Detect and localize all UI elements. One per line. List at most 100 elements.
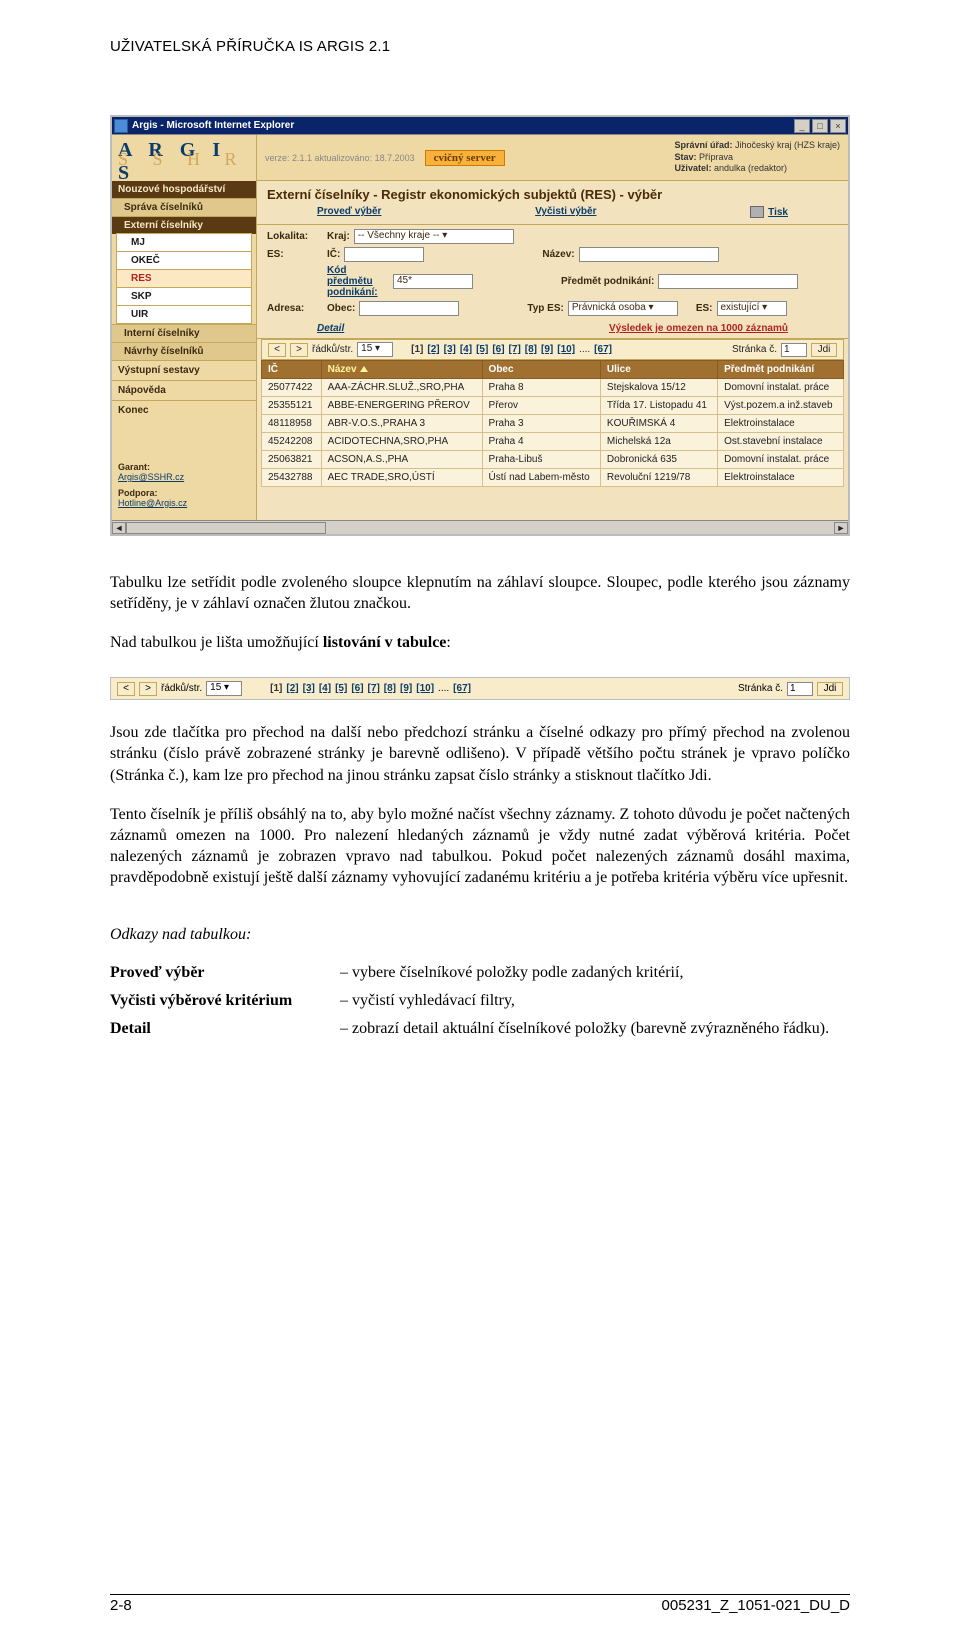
- fig-page-7[interactable]: [7]: [368, 683, 380, 694]
- pager-page-3[interactable]: [3]: [444, 344, 456, 355]
- pager-page-7[interactable]: [7]: [509, 344, 521, 355]
- browser-title: Argis - Microsoft Internet Explorer: [132, 120, 794, 131]
- sidebar-sub-externi[interactable]: Externí číselníky: [112, 216, 256, 234]
- table-cell: 48118958: [262, 415, 322, 433]
- stranka-input[interactable]: 1: [781, 343, 807, 357]
- pager-page-2[interactable]: [2]: [427, 344, 439, 355]
- col-nazev[interactable]: Název: [321, 361, 482, 379]
- sidebar-item-mj[interactable]: MJ: [116, 233, 252, 252]
- sidebar-group-nouzove[interactable]: Nouzové hospodářství: [112, 181, 256, 198]
- table-row[interactable]: 45242208ACIDOTECHNA,SRO,PHAPraha 4Michel…: [262, 433, 844, 451]
- fig-pager-prev[interactable]: <: [117, 682, 135, 696]
- fig-page-last[interactable]: [67]: [453, 683, 471, 694]
- fig-pager-next[interactable]: >: [139, 682, 157, 696]
- types-select[interactable]: Právnická osoba ▾: [568, 301, 678, 316]
- scroll-thumb[interactable]: [126, 522, 326, 534]
- ic-input[interactable]: [344, 247, 424, 262]
- nazev-input[interactable]: [579, 247, 719, 262]
- link-term-proved: Proveď výběr: [110, 964, 340, 982]
- paragraph-2: Nad tabulkou je lišta umožňující listová…: [110, 632, 850, 653]
- fig-stranka-label: Stránka č.: [738, 683, 783, 694]
- sidebar-item-okec[interactable]: OKEČ: [116, 251, 252, 270]
- podpora-link[interactable]: Hotline@Argis.cz: [118, 498, 187, 508]
- pager-next[interactable]: >: [290, 343, 308, 357]
- table-row[interactable]: 25077422AAA-ZÁCHR.SLUŽ.,SRO,PHAPraha 8St…: [262, 379, 844, 397]
- sidebar-sub-navrhy[interactable]: Návrhy číselníků: [112, 342, 256, 360]
- col-obec[interactable]: Obec: [482, 361, 600, 379]
- vycisti-vyber-link[interactable]: Vyčisti výběr: [535, 206, 596, 217]
- sidebar-vystupni[interactable]: Výstupní sestavy: [112, 360, 256, 380]
- pager-page-4[interactable]: [4]: [460, 344, 472, 355]
- pager-page-5[interactable]: [5]: [476, 344, 488, 355]
- link-def-detail: – zobrazí detail aktuální číselníkové po…: [340, 1020, 850, 1038]
- kod-label-link[interactable]: Kód předmětu podnikání:: [327, 265, 389, 298]
- sidebar-item-res[interactable]: RES: [116, 269, 252, 288]
- minimize-button[interactable]: _: [794, 119, 810, 133]
- pager-page-last[interactable]: [67]: [594, 344, 612, 355]
- garant-link[interactable]: Argis@SSHR.cz: [118, 472, 184, 482]
- fig-page-3[interactable]: [3]: [303, 683, 315, 694]
- table-cell: Revoluční 1219/78: [600, 469, 717, 487]
- server-badge: cvičný server: [425, 150, 505, 166]
- pager-page-8[interactable]: [8]: [525, 344, 537, 355]
- es2-select[interactable]: existující ▾: [717, 301, 787, 316]
- sidebar-sub-sprava[interactable]: Správa číselníků: [112, 198, 256, 216]
- fig-page-8[interactable]: [8]: [384, 683, 396, 694]
- fig-jdi-button[interactable]: Jdi: [817, 682, 843, 696]
- sidebar-napoveda[interactable]: Nápověda: [112, 380, 256, 400]
- col-ulice[interactable]: Ulice: [600, 361, 717, 379]
- pager-prev[interactable]: <: [268, 343, 286, 357]
- fig-stranka-input[interactable]: 1: [787, 682, 813, 696]
- fig-page-4[interactable]: [4]: [319, 683, 331, 694]
- table-row[interactable]: 48118958ABR-V.O.S.,PRAHA 3Praha 3KOUŘIMS…: [262, 415, 844, 433]
- stranka-label: Stránka č.: [732, 344, 777, 355]
- scroll-right-icon[interactable]: ►: [834, 522, 848, 534]
- table-cell: AAA-ZÁCHR.SLUŽ.,SRO,PHA: [321, 379, 482, 397]
- ie-icon: [114, 119, 128, 133]
- col-predmet[interactable]: Předmět podnikání: [718, 361, 844, 379]
- rows-per-page-select[interactable]: 15 ▾: [357, 342, 393, 357]
- pager-page-10[interactable]: [10]: [557, 344, 575, 355]
- fig-dots: ....: [438, 683, 449, 694]
- maximize-button[interactable]: □: [812, 119, 828, 133]
- pager-page-6[interactable]: [6]: [492, 344, 504, 355]
- ic-label: IČ:: [327, 249, 340, 260]
- predmet-input[interactable]: [658, 274, 798, 289]
- scroll-left-icon[interactable]: ◄: [112, 522, 126, 534]
- fig-page-2[interactable]: [2]: [286, 683, 298, 694]
- kod-input[interactable]: 45*: [393, 274, 473, 289]
- table-cell: Elektroinstalace: [718, 415, 844, 433]
- limit-warning: Výsledek je omezen na 1000 záznamů: [609, 323, 788, 334]
- doc-header: UŽIVATELSKÁ PŘÍRUČKA IS ARGIS 2.1: [110, 38, 850, 55]
- table-row[interactable]: 25355121ABBE-ENERGERING PŘEROVPřerovTříd…: [262, 397, 844, 415]
- close-button[interactable]: ×: [830, 119, 846, 133]
- links-section: Odkazy nad tabulkou: Proveď výběr – vybe…: [110, 926, 850, 1038]
- col-ic[interactable]: IČ: [262, 361, 322, 379]
- sidebar-item-uir[interactable]: UIR: [116, 305, 252, 324]
- fig-page-10[interactable]: [10]: [416, 683, 434, 694]
- table-cell: Michelská 12a: [600, 433, 717, 451]
- proved-vyber-link[interactable]: Proveď výběr: [317, 206, 381, 218]
- sidebar-konec[interactable]: Konec: [112, 400, 256, 420]
- kraj-select[interactable]: -- Všechny kraje -- ▾: [354, 229, 514, 244]
- obec-input[interactable]: [359, 301, 459, 316]
- fig-page-9[interactable]: [9]: [400, 683, 412, 694]
- fig-page-6[interactable]: [6]: [351, 683, 363, 694]
- main-panel: verze: 2.1.1 aktualizováno: 18.7.2003 cv…: [257, 135, 848, 520]
- table-cell: Přerov: [482, 397, 600, 415]
- detail-link[interactable]: Detail: [317, 323, 344, 334]
- sidebar-sub-interni[interactable]: Interní číselníky: [112, 324, 256, 342]
- pager-page-9[interactable]: [9]: [541, 344, 553, 355]
- link-def-vycisti: – vyčistí vyhledávací filtry,: [340, 992, 850, 1010]
- fig-page-5[interactable]: [5]: [335, 683, 347, 694]
- table-cell: Třída 17. Listopadu 41: [600, 397, 717, 415]
- sidebar-item-skp[interactable]: SKP: [116, 287, 252, 306]
- fig-rows-select[interactable]: 15 ▾: [206, 681, 242, 696]
- tisk-link[interactable]: Tisk: [768, 207, 788, 218]
- table-row[interactable]: 25063821ACSON,A.S.,PHAPraha-LibušDobroni…: [262, 451, 844, 469]
- horizontal-scrollbar[interactable]: ◄ ►: [112, 520, 848, 534]
- table-cell: ABBE-ENERGERING PŘEROV: [321, 397, 482, 415]
- table-row[interactable]: 25432788AEC TRADE,SRO,ÚSTÍÚstí nad Labem…: [262, 469, 844, 487]
- jdi-button[interactable]: Jdi: [811, 343, 837, 357]
- adresa-label: Adresa:: [267, 303, 323, 314]
